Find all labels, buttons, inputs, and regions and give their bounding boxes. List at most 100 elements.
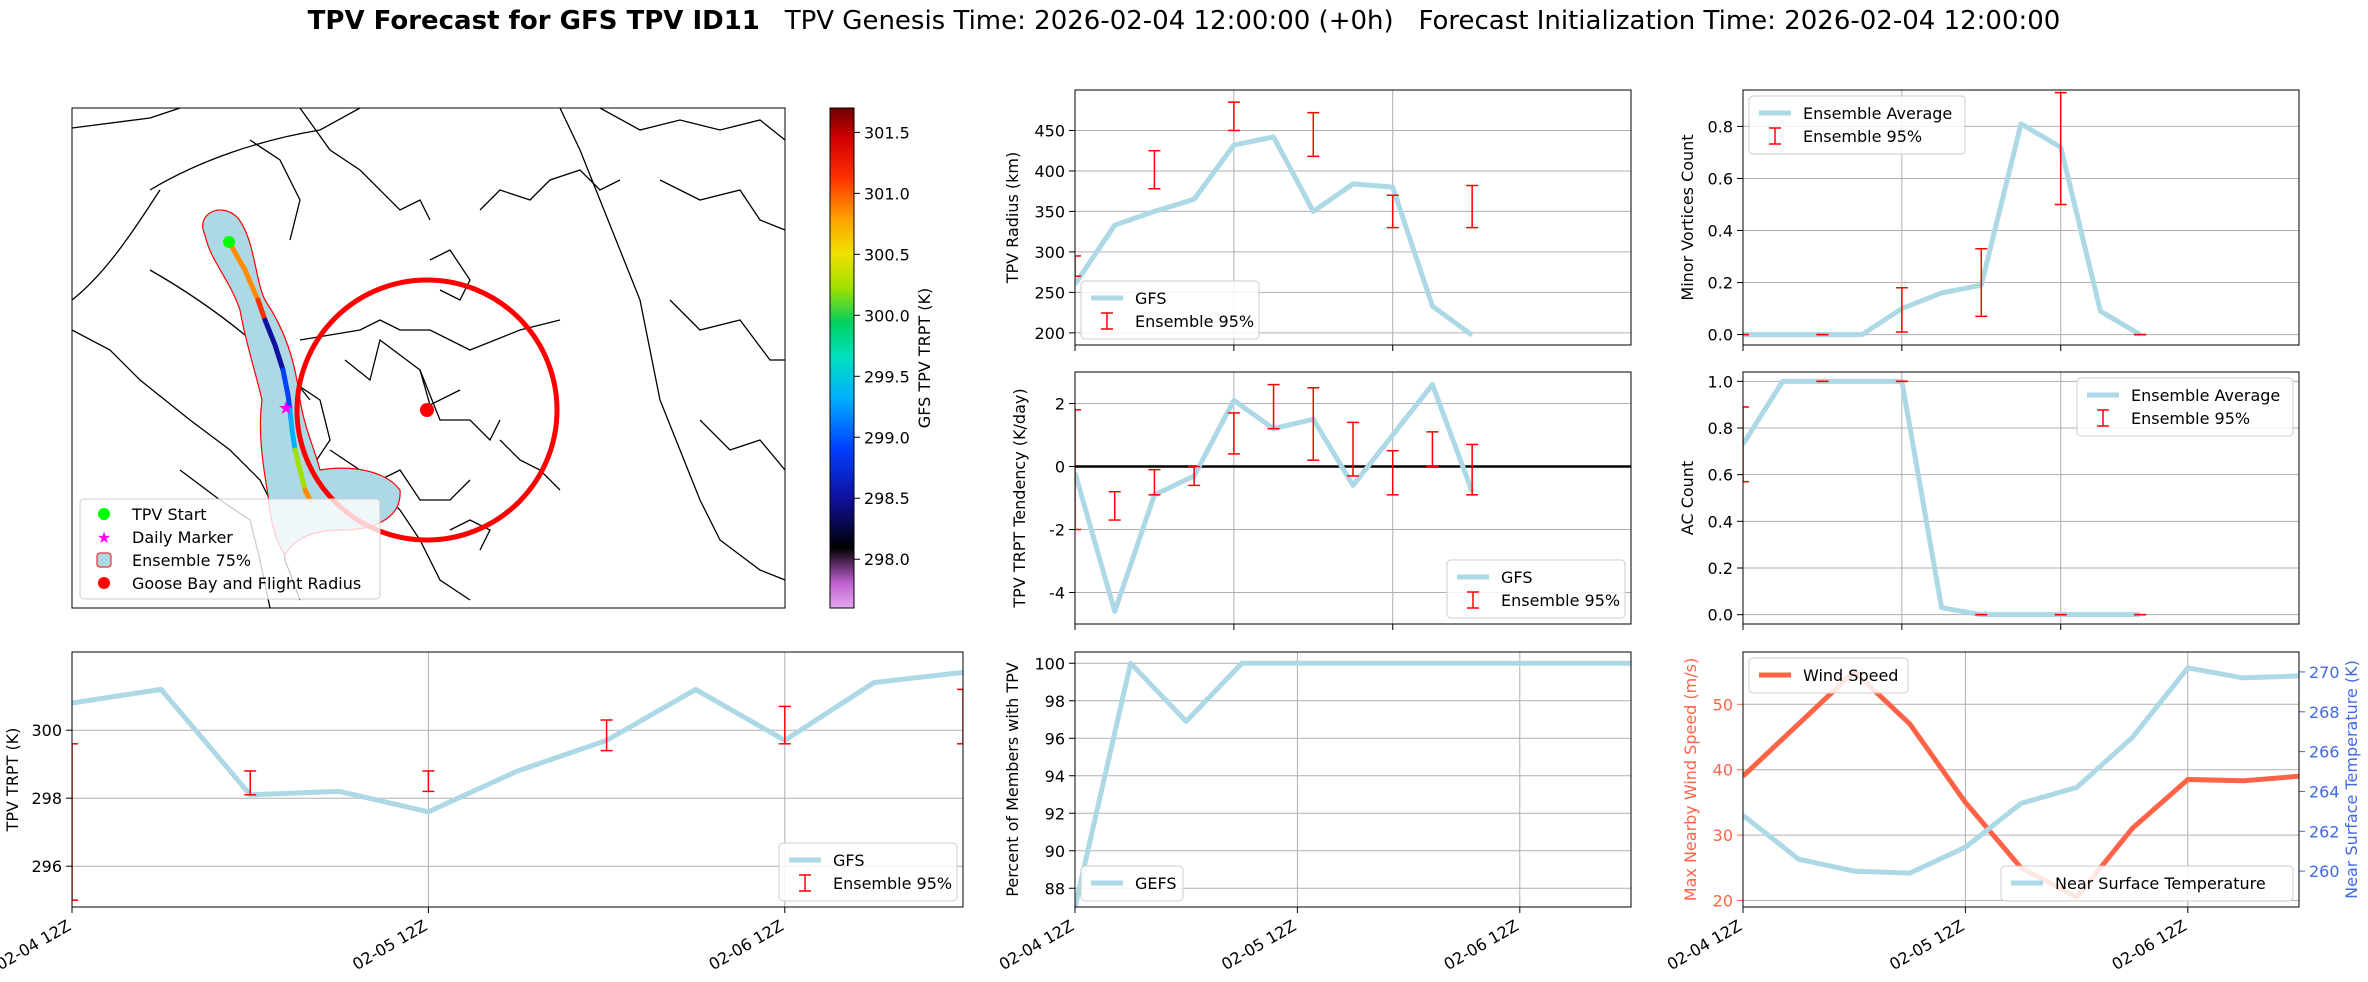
- colorbar-tick-label: 299.0: [864, 428, 910, 447]
- flight-radius-circle: [294, 277, 560, 543]
- series-line-gfs: [1075, 134, 1474, 338]
- plot-frame: [1074, 651, 1632, 908]
- y-tick-label: 300: [31, 721, 62, 740]
- legend-box: [1748, 95, 1966, 155]
- colorbar-tick-label: 301.0: [864, 184, 910, 203]
- colorbar-tick-label: 300.5: [864, 245, 910, 264]
- colorbar-label: GFS TPV TRPT (K): [915, 288, 934, 428]
- series-line-ensemble-average: [1743, 121, 2142, 338]
- title-bold: TPV Forecast for GFS TPV ID11: [307, 6, 760, 36]
- plot-frame: [1074, 371, 1632, 625]
- x-tick-label: 02-05 12Z: [1218, 916, 1299, 974]
- colorbar-tick-label: 300.0: [864, 306, 910, 325]
- y-tick-label: 0.0: [1708, 606, 1733, 625]
- legend-label: Wind Speed: [1803, 666, 1898, 685]
- y-tick-label: 300: [1034, 243, 1065, 262]
- x-tick-label: 02-05 12Z: [349, 916, 430, 974]
- colorbar-tick-label: 298.5: [864, 489, 910, 508]
- series-line-near-surface-temperature: [1743, 665, 2299, 876]
- y-tick-label: 400: [1034, 162, 1065, 181]
- series-line-gfs: [72, 669, 963, 815]
- series-line-gefs: [1075, 660, 1631, 907]
- plot-frame: [1742, 89, 2300, 346]
- y-axis-label: TPV TRPT Tendency (K/day): [1010, 388, 1029, 608]
- x-tick-label: 02-06 12Z: [2109, 916, 2190, 974]
- y-tick-label: -2: [1049, 521, 1065, 540]
- y-tick-label: 50: [1713, 695, 1733, 714]
- legend-label: GFS: [1501, 568, 1532, 587]
- chart-legend: Ensemble Average Ensemble 95%: [1748, 95, 1966, 155]
- legend-box: [2000, 865, 2294, 902]
- legend-start-icon: [98, 508, 110, 520]
- plot-frame: [1742, 371, 2300, 625]
- y-tick-label: 20: [1713, 891, 1733, 910]
- tpv-start-marker: [223, 236, 235, 248]
- y-tick-label: 100: [1034, 654, 1065, 673]
- y2-axis-label: Near Surface Temperature (K): [2342, 660, 2361, 899]
- legend-box: [1446, 559, 1626, 619]
- y-tick-label: 0.2: [1708, 559, 1733, 578]
- tpv-track: [226, 239, 313, 503]
- y-tick-label: 0.8: [1708, 117, 1733, 136]
- title-init: Forecast Initialization Time: 2026-02-04…: [1418, 6, 2061, 36]
- y-tick-label: 200: [1034, 324, 1065, 343]
- plot-frame: [71, 651, 964, 908]
- chart-minor: 0.0 0.2 0.4 0.6 0.8 Minor Vortices Count Ensem…: [1678, 89, 2300, 351]
- figure-title: TPV Forecast for GFS TPV ID11 TPV Genesi…: [0, 6, 2368, 36]
- plot-content: [1075, 382, 1631, 614]
- legend-box: [1080, 865, 1184, 902]
- y2-tick-label: 266: [2309, 743, 2340, 762]
- series-line-ensemble-average: [1743, 378, 2141, 618]
- y-tick-label: 0.8: [1708, 419, 1733, 438]
- map-legend: ★ TPV Start Daily Marker Ensemble 75% Go…: [79, 498, 381, 600]
- plot-content: [1743, 378, 2147, 618]
- x-tick-label: 02-06 12Z: [706, 916, 787, 974]
- y-tick-label: 30: [1713, 826, 1733, 845]
- legend-label: Ensemble Average: [2131, 386, 2280, 405]
- y-tick-label: 40: [1713, 761, 1733, 780]
- legend-ensemble-icon: [96, 552, 112, 568]
- y-tick-label: 0.2: [1708, 274, 1733, 293]
- plot-frame: [1742, 651, 2300, 908]
- legend-label: Ensemble 95%: [1135, 312, 1254, 331]
- legend-box: [2076, 377, 2294, 437]
- y-tick-label: 0: [1055, 458, 1065, 477]
- chart-legend: Wind Speed: [1748, 657, 1909, 694]
- legend-label: TPV Start: [131, 505, 207, 524]
- colorbar-gradient: [829, 107, 855, 609]
- x-tick-label: 02-04 12Z: [996, 916, 1077, 974]
- title-genesis: TPV Genesis Time: 2026-02-04 12:00:00 (+…: [784, 6, 1394, 36]
- x-tick-label: 02-04 12Z: [1664, 916, 1745, 974]
- y-tick-label: 298: [31, 789, 62, 808]
- y-tick-label: 1.0: [1708, 372, 1733, 391]
- y-axis-label: Max Nearby Wind Speed (m/s): [1681, 658, 1700, 901]
- daily-marker: ★: [278, 398, 294, 419]
- ensemble-75-envelope: [202, 209, 401, 557]
- legend-label: Ensemble 95%: [833, 874, 952, 893]
- y-tick-label: 90: [1045, 842, 1065, 861]
- chart-radius: 200 250 300 350 400 450 TPV Radius (km) GFS Ense…: [1003, 89, 1632, 351]
- map-panel: ★ ★ TPV Start Daily Marker Ensemble 75% …: [71, 107, 934, 609]
- y2-tick-label: 270: [2309, 663, 2340, 682]
- legend-box: [778, 842, 958, 902]
- chart-legend: GFS Ensemble 95%: [778, 842, 958, 902]
- y-axis-label: Minor Vortices Count: [1678, 134, 1697, 300]
- y-tick-label: 296: [31, 857, 62, 876]
- legend-label: Daily Marker: [132, 528, 233, 547]
- y2-tick-label: 260: [2309, 862, 2340, 881]
- legend-box: [1080, 280, 1260, 340]
- chart-trpt: 296 298 300 02-04 12Z 02-05 12Z 02-06 12Z TPV …: [0, 651, 964, 974]
- y-tick-label: 0.0: [1708, 326, 1733, 345]
- colorbar-tick-label: 299.5: [864, 367, 910, 386]
- legend-label: Ensemble 95%: [1501, 591, 1620, 610]
- legend-label: Ensemble 95%: [1803, 127, 1922, 146]
- legend-label: GEFS: [1135, 874, 1177, 893]
- y-axis-label: AC Count: [1678, 461, 1697, 535]
- legend-label: Ensemble 95%: [2131, 409, 2250, 428]
- y2-tick-label: 264: [2309, 782, 2340, 801]
- legend-label: Near Surface Temperature: [2055, 874, 2266, 893]
- y-tick-label: 92: [1045, 804, 1065, 823]
- plot-content: [1743, 91, 2147, 338]
- y-tick-label: 88: [1045, 879, 1065, 898]
